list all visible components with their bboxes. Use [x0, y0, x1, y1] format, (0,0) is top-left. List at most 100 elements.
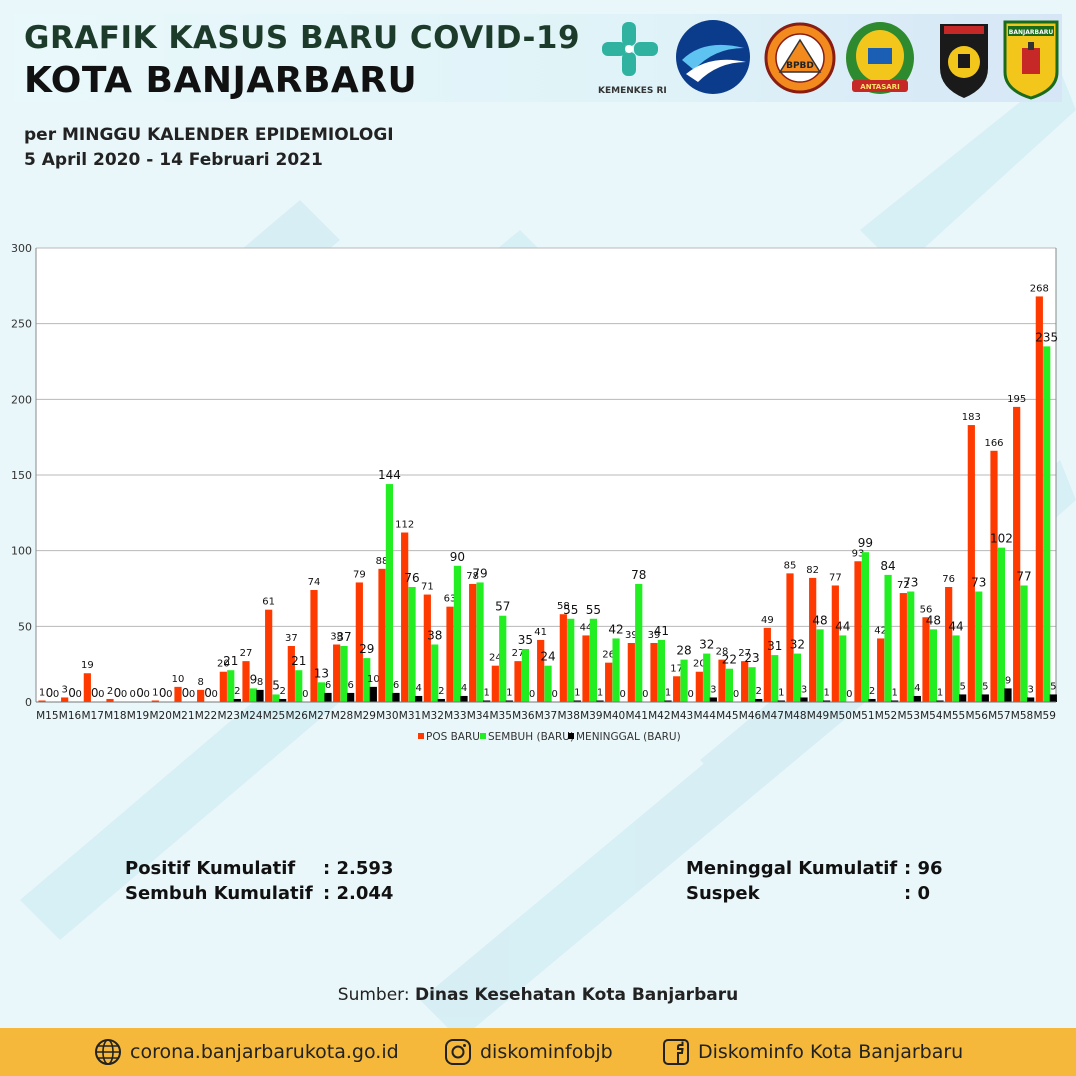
x-tick-label: M28: [331, 710, 353, 722]
data-label: 2: [755, 686, 761, 697]
data-label: 42: [608, 622, 623, 636]
footer-instagram[interactable]: diskominfobjb: [444, 1038, 613, 1066]
bar-sembuh-baru: [544, 665, 552, 702]
instagram-icon: [445, 1039, 471, 1065]
data-label: 5: [272, 678, 280, 692]
bar-meninggal-baru: [233, 698, 241, 702]
bar-sembuh-baru: [385, 484, 393, 702]
data-label: 20: [693, 659, 706, 670]
data-label: 31: [767, 639, 782, 653]
footer-website[interactable]: corona.banjarbarukota.go.id: [94, 1038, 399, 1066]
x-tick-label: M59: [1033, 710, 1055, 722]
data-label: 1: [506, 687, 512, 698]
bar-pos-baru: [333, 644, 341, 702]
x-tick-label: M31: [399, 710, 421, 722]
data-label: 8: [257, 677, 263, 688]
data-label: 58: [557, 601, 570, 612]
data-label: 39: [648, 630, 661, 641]
x-tick-label: M33: [444, 710, 466, 722]
x-tick-label: M19: [127, 710, 149, 722]
data-label: 49: [761, 615, 774, 626]
bar-sembuh-baru: [725, 668, 733, 702]
bar-sembuh-baru: [771, 655, 779, 702]
bar-sembuh-baru: [929, 629, 937, 702]
bar-pos-baru: [1035, 296, 1043, 702]
data-label: 0: [302, 689, 308, 700]
bar-pos-baru: [877, 638, 885, 702]
data-label: 10: [367, 674, 380, 685]
bar-meninggal-baru: [256, 689, 264, 702]
data-label: 9: [1005, 675, 1011, 686]
bar-sembuh-baru: [635, 583, 643, 702]
bar-sembuh-baru: [567, 618, 575, 702]
x-tick-label: M49: [807, 710, 829, 722]
data-label: 29: [359, 642, 374, 656]
bar-pos-baru: [673, 676, 681, 702]
bar-pos-baru: [310, 590, 318, 702]
bar-meninggal-baru: [1049, 694, 1057, 702]
x-tick-label: M41: [625, 710, 647, 722]
bar-pos-baru: [990, 450, 998, 702]
bar-pos-baru: [491, 665, 499, 702]
bar-meninggal-baru: [483, 700, 491, 702]
data-label: 38: [330, 631, 343, 642]
data-label: 88: [376, 556, 389, 567]
bar-meninggal-baru: [1004, 688, 1012, 702]
data-label: 28: [716, 647, 729, 658]
data-label: 2: [438, 686, 444, 697]
x-tick-label: M27: [308, 710, 330, 722]
banjarbaru-top-text: BANJARBARU: [1009, 29, 1054, 36]
data-label: 85: [784, 560, 797, 571]
bar-pos-baru: [922, 617, 930, 702]
data-label: 61: [262, 597, 275, 608]
data-label: 1: [574, 687, 580, 698]
data-label: 10: [172, 674, 185, 685]
banjarbaru-logo: BANJARBARU: [1002, 18, 1060, 100]
data-label: 0: [189, 689, 195, 700]
polda-emblem-icon: [940, 24, 988, 98]
data-label: 102: [990, 532, 1013, 546]
data-label: 0: [733, 689, 739, 700]
bar-pos-baru: [718, 659, 726, 702]
bar-sembuh-baru: [816, 629, 824, 702]
data-label: 2: [107, 686, 113, 697]
bar-pos-baru: [469, 583, 477, 702]
data-label: 1: [891, 687, 897, 698]
bar-sembuh-baru: [249, 688, 257, 702]
data-label: 41: [534, 627, 547, 638]
data-label: 73: [903, 576, 918, 590]
bar-pos-baru: [741, 661, 749, 702]
bar-pos-baru: [650, 642, 658, 702]
page-title: GRAFIK KASUS BARU COVID-19: [24, 20, 581, 56]
x-tick-label: M36: [512, 710, 535, 722]
data-label: 74: [308, 577, 321, 588]
stat-meninggal: Meninggal Kumulatif : 96: [686, 856, 966, 881]
stat-suspek-value: : 0: [904, 883, 930, 904]
data-label: 1: [778, 687, 784, 698]
bar-meninggal-baru: [891, 700, 899, 702]
data-label: 0: [98, 689, 104, 700]
data-label: 55: [586, 603, 601, 617]
y-tick-label: 200: [11, 393, 32, 406]
x-tick-label: M32: [421, 710, 443, 722]
data-label: 77: [829, 572, 842, 583]
stat-sembuh: Sembuh Kumulatif : 2.044: [125, 881, 425, 906]
stats-right: Meninggal Kumulatif : 96 Suspek : 0: [686, 856, 966, 906]
bar-sembuh-baru: [748, 667, 756, 702]
footer-bar: corona.banjarbarukota.go.id diskominfobj…: [0, 1028, 1076, 1076]
data-label: 55: [563, 603, 578, 617]
data-label: 19: [81, 660, 94, 671]
x-tick-label: M18: [104, 710, 126, 722]
data-label: 3: [801, 684, 807, 695]
bar-sembuh-baru: [839, 635, 847, 702]
x-tick-label: M24: [240, 710, 263, 722]
globe-icon: [95, 1039, 121, 1065]
footer-facebook[interactable]: Diskominfo Kota Banjarbaru: [662, 1038, 963, 1066]
x-tick-label: M23: [217, 710, 239, 722]
bar-meninggal-baru: [823, 700, 831, 702]
data-label: 20: [217, 659, 230, 670]
data-label: 0: [529, 689, 535, 700]
data-label: 17: [670, 663, 683, 674]
data-label: 0: [121, 689, 127, 700]
